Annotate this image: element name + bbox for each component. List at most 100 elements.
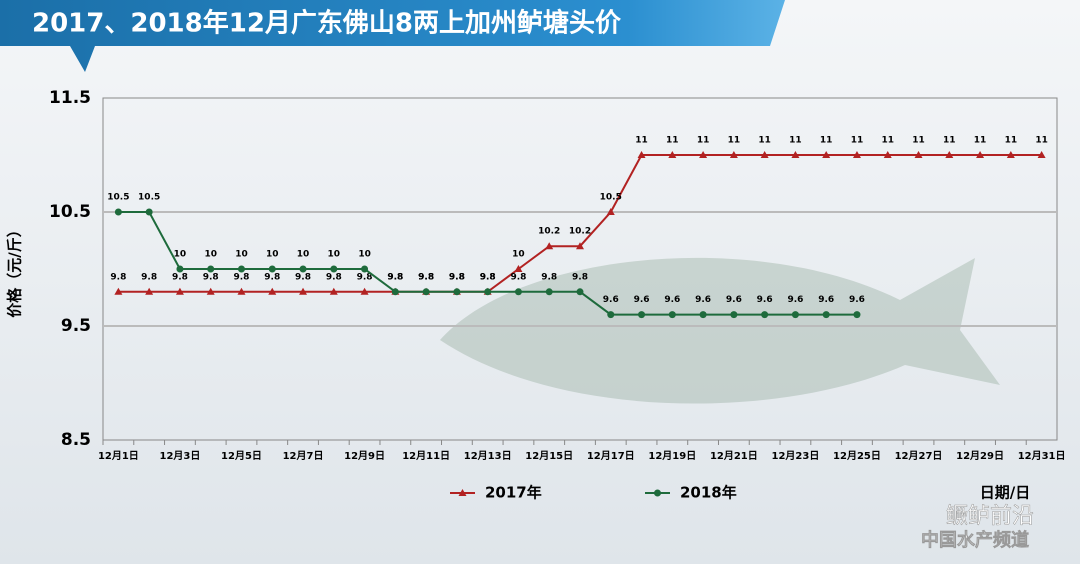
marker [514,288,522,296]
data-label: 11 [881,136,894,146]
y-tick-label: 9.5 [61,316,91,336]
x-tick-label: 12月21日 [710,450,758,462]
y-axis-label: 价格（元/斤） [6,222,24,317]
marker [729,151,738,158]
data-label: 10.5 [107,193,129,203]
marker [114,287,123,295]
watermark-channel: 中国水产频道 [921,529,1029,551]
data-label: 9.8 [264,272,280,282]
marker [1037,151,1046,158]
data-label: 10.5 [600,193,622,203]
marker [822,151,831,158]
marker [637,151,646,158]
x-tick-label: 12月11日 [402,450,450,462]
data-label: 11 [943,136,956,146]
data-label: 10 [235,250,248,260]
x-tick-label: 12月23日 [771,450,819,462]
data-label: 9.8 [387,272,403,282]
data-label: 11 [820,136,833,146]
marker [699,151,708,158]
marker [699,311,707,319]
data-label: 10 [204,250,217,260]
marker [945,151,954,158]
marker [360,287,369,295]
data-label: 10.5 [138,193,160,203]
marker [606,208,615,215]
data-label: 9.6 [603,295,619,305]
marker [361,265,369,273]
marker [206,287,215,295]
x-tick-label: 12月25日 [833,450,881,462]
data-label: 9.6 [757,295,773,305]
marker [638,311,646,319]
x-tick-label: 12月19日 [648,450,696,462]
x-tick-label: 12月13日 [464,450,512,462]
x-tick-label: 12月3日 [159,450,200,462]
data-label: 9.8 [510,272,526,282]
data-label: 11 [974,136,987,146]
data-label: 9.8 [295,272,311,282]
data-label: 9.8 [480,272,496,282]
y-tick-label: 10.5 [49,202,91,222]
data-label: 11 [666,136,679,146]
data-label: 10 [512,250,525,260]
marker [299,265,307,273]
data-label: 9.8 [418,272,434,282]
marker [576,288,584,296]
marker [654,489,661,497]
plot-frame [102,97,1058,441]
data-label: 9.6 [664,295,680,305]
data-label: 10.2 [569,227,591,237]
marker [145,208,153,216]
marker [607,311,615,319]
data-label: 9.6 [634,295,650,305]
marker [145,287,154,295]
data-label: 11 [1005,136,1018,146]
marker [883,151,892,158]
y-tick-label: 8.5 [61,430,91,450]
x-tick-label: 12月7日 [283,450,324,462]
marker [791,151,800,158]
data-label: 9.8 [172,272,188,282]
data-label: 9.8 [357,272,373,282]
data-label: 9.8 [110,272,126,282]
watermark-brand: 鳜鲈前沿 [946,504,1034,529]
data-label: 10 [358,250,371,260]
data-label: 9.8 [387,272,403,282]
x-tick-label: 12月27日 [895,450,943,462]
marker [822,311,830,319]
marker [458,489,467,496]
marker [668,151,677,158]
data-label: 9.6 [695,295,711,305]
data-label: 9.8 [203,272,219,282]
x-tick-label: 12月1日 [98,450,139,462]
marker [791,311,799,319]
marker [268,287,277,295]
marker [576,242,584,250]
marker [268,265,276,273]
data-label: 11 [635,136,648,146]
marker [329,287,338,295]
marker [668,311,676,319]
marker [176,265,184,273]
data-label: 9.6 [726,295,742,305]
marker [175,287,184,295]
x-tick-label: 12月17日 [587,450,635,462]
marker [914,151,923,158]
marker [391,288,399,296]
marker [853,311,861,319]
x-tick-label: 12月29日 [956,450,1004,462]
data-label: 11 [912,136,925,146]
data-label: 9.6 [787,295,803,305]
data-label: 11 [697,136,710,146]
marker [114,208,122,216]
x-axis-label: 日期/日 [980,484,1030,502]
data-label: 9.8 [234,272,250,282]
data-label: 10 [328,250,341,260]
marker [237,265,245,273]
marker [760,151,769,158]
marker [330,265,338,273]
legend-label: 2018年 [680,484,737,502]
